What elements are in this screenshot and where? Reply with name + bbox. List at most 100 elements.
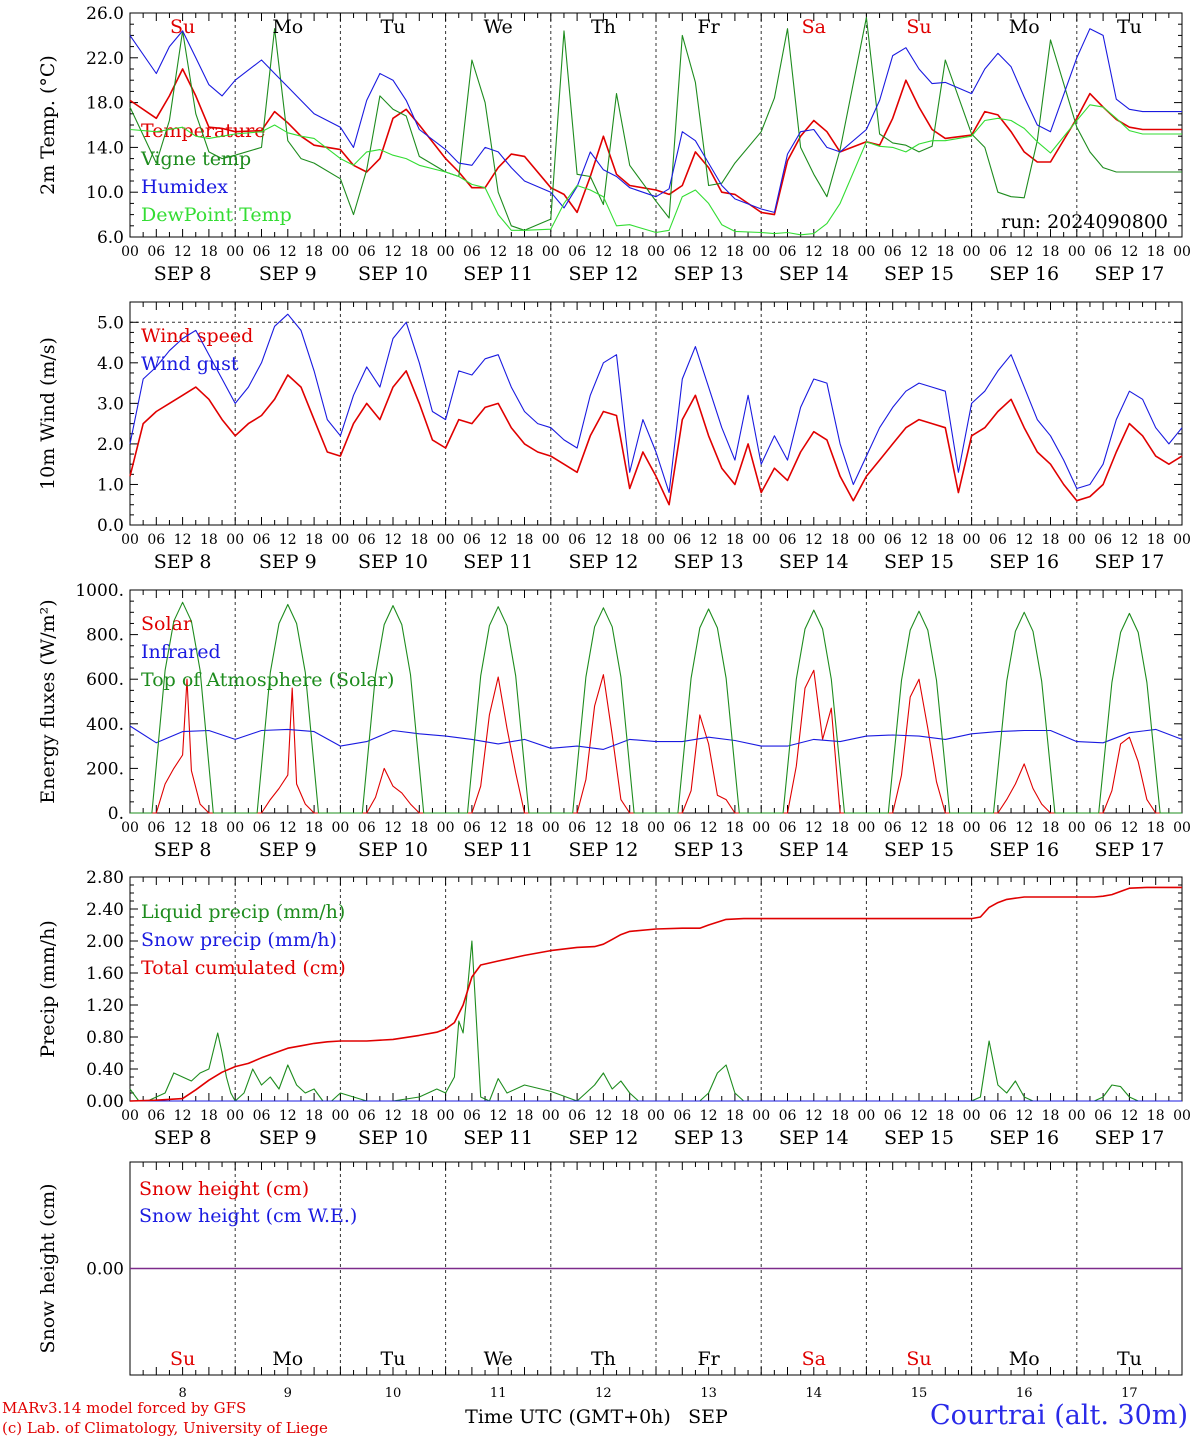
panel-0: 6.0 10.0 14.0 18.0 22.0 26.0 2m Temp. (°C) Temp… — [37, 4, 1191, 285]
x-hour-label: 06 — [463, 1108, 481, 1124]
x-hour-label: 12 — [1120, 1108, 1138, 1124]
x-hour-label: 00 — [963, 820, 981, 836]
x-hour-label: 12 — [174, 1108, 192, 1124]
x-hour-label: 18 — [831, 532, 849, 548]
day-number-label: 9 — [284, 1386, 292, 1401]
x-hour-label: 06 — [358, 244, 376, 260]
x-hour-label: 00 — [1173, 1108, 1191, 1124]
x-hour-label: 12 — [489, 244, 507, 260]
x-hour-label: 18 — [516, 244, 534, 260]
x-date-label: SEP 10 — [358, 839, 428, 861]
day-number-label: 16 — [1016, 1386, 1033, 1401]
x-hour-label: 18 — [1042, 532, 1060, 548]
x-hour-label: 06 — [989, 1108, 1007, 1124]
x-hour-label: 06 — [147, 532, 165, 548]
x-hour-label: 18 — [516, 532, 534, 548]
x-hour-label: 00 — [121, 532, 139, 548]
x-date-label: SEP 15 — [884, 839, 954, 861]
x-hour-label: 06 — [253, 244, 271, 260]
x-date-label: SEP 14 — [779, 1127, 849, 1149]
x-date-label: SEP 17 — [1094, 551, 1164, 573]
x-hour-label: 18 — [410, 820, 428, 836]
x-date-label: SEP 14 — [779, 551, 849, 573]
x-date-label: SEP 11 — [463, 839, 533, 861]
series-line-1-1 — [129, 313, 1183, 494]
x-hour-label: 12 — [805, 820, 823, 836]
x-date-label: SEP 13 — [674, 1127, 744, 1149]
x-date-label: SEP 16 — [989, 1127, 1059, 1149]
y-tick-label: 2.80 — [86, 868, 124, 888]
y-tick-label: 0. — [108, 804, 124, 824]
x-date-label: SEP 9 — [259, 551, 317, 573]
y-tick-label: 10.0 — [86, 183, 124, 203]
series-line-0-2 — [129, 28, 1182, 213]
run-label: run: 2024090800 — [1001, 211, 1168, 233]
x-hour-label: 00 — [1173, 532, 1191, 548]
x-hour-label: 00 — [1173, 820, 1191, 836]
x-hour-label: 00 — [542, 820, 560, 836]
x-hour-label: 18 — [831, 820, 849, 836]
x-hour-label: 12 — [489, 532, 507, 548]
y-tick-label: 0.40 — [86, 1060, 124, 1080]
x-hour-label: 06 — [673, 1108, 691, 1124]
x-hour-label: 18 — [200, 244, 218, 260]
x-hour-label: 12 — [805, 532, 823, 548]
x-hour-label: 06 — [673, 532, 691, 548]
weekday-label: Tu — [381, 1348, 406, 1370]
x-hour-label: 06 — [463, 532, 481, 548]
x-date-label: SEP 14 — [779, 263, 849, 285]
legend-entry: Snow height (cm) — [139, 1178, 309, 1200]
x-hour-label: 18 — [1147, 532, 1165, 548]
x-hour-label: 00 — [331, 532, 349, 548]
x-hour-label: 18 — [305, 1108, 323, 1124]
series-line-2-1 — [129, 725, 1183, 750]
y-tick-label: 14.0 — [86, 138, 124, 158]
x-hour-label: 12 — [1120, 532, 1138, 548]
lab-credit: (c) Lab. of Climatology, University of L… — [2, 1419, 328, 1437]
series-line-3-0 — [129, 940, 1182, 1102]
x-hour-label: 00 — [121, 244, 139, 260]
x-hour-label: 00 — [437, 244, 455, 260]
x-date-label: SEP 10 — [358, 1127, 428, 1149]
x-hour-label: 18 — [305, 244, 323, 260]
x-hour-label: 18 — [410, 244, 428, 260]
x-hour-label: 00 — [331, 820, 349, 836]
x-date-label: SEP 9 — [259, 263, 317, 285]
weekday-label: We — [484, 16, 513, 38]
panel-4: 0.00 Snow height (cm) Snow height (cm) Snow… — [37, 1161, 1183, 1428]
legend-entry: Top of Atmosphere (Solar) — [141, 669, 394, 691]
x-hour-label: 00 — [226, 1108, 244, 1124]
x-hour-label: 00 — [857, 1108, 875, 1124]
x-hour-label: 12 — [384, 244, 402, 260]
x-hour-label: 12 — [594, 244, 612, 260]
weekday-label: Mo — [272, 1348, 303, 1370]
x-hour-label: 06 — [463, 820, 481, 836]
x-hour-label: 12 — [1120, 820, 1138, 836]
y-tick-label: 400. — [86, 715, 124, 735]
day-number-label: 8 — [178, 1386, 186, 1401]
x-hour-label: 12 — [700, 1108, 718, 1124]
legend-entry: Temperature — [141, 120, 265, 142]
x-hour-label: 00 — [857, 244, 875, 260]
x-hour-label: 00 — [437, 532, 455, 548]
x-hour-label: 12 — [700, 244, 718, 260]
plot-frame — [129, 301, 1183, 526]
y-tick-label: 1000. — [75, 581, 124, 601]
weekday-label: Su — [906, 16, 931, 38]
series-line-2-2 — [130, 601, 1182, 814]
x-hour-label: 12 — [805, 1108, 823, 1124]
x-hour-label: 00 — [437, 1108, 455, 1124]
y-axis-label: Precip (mm/h) — [37, 920, 59, 1058]
x-date-label: SEP 8 — [154, 551, 212, 573]
series-line-1-0 — [129, 370, 1183, 506]
legend-entry: Wind gust — [141, 353, 239, 375]
x-hour-label: 00 — [226, 244, 244, 260]
y-axis-label: 10m Wind (m/s) — [37, 337, 59, 490]
x-hour-label: 06 — [568, 244, 586, 260]
x-hour-label: 12 — [1015, 532, 1033, 548]
weekday-label: We — [484, 1348, 513, 1370]
legend-entry: Snow height (cm W.E.) — [139, 1205, 357, 1227]
x-hour-label: 00 — [647, 244, 665, 260]
x-hour-label: 06 — [779, 244, 797, 260]
x-hour-label: 06 — [358, 1108, 376, 1124]
